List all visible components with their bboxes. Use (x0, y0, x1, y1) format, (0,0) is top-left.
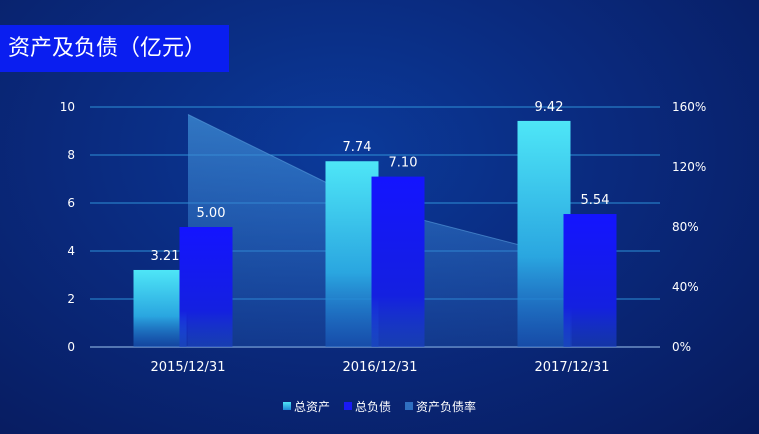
x-tick-label: 2016/12/31 (343, 360, 418, 375)
legend-item-debt-ratio[interactable]: 资产负债率 (405, 398, 476, 415)
bar-total-liabilities (179, 227, 233, 347)
y2-tick-label: 40% (672, 280, 699, 294)
y-tick-label: 6 (67, 196, 75, 210)
legend-swatch-debt-ratio (405, 402, 413, 410)
legend-item-total-liabilities[interactable]: 总负债 (343, 398, 391, 415)
legend-item-total-assets[interactable]: 总资产 (282, 398, 330, 415)
y-tick-label: 8 (67, 148, 75, 162)
legend-label-total-assets: 总资产 (293, 399, 330, 414)
x-tick-label: 2017/12/31 (535, 360, 610, 375)
data-label-total-liabilities: 5.00 (197, 206, 226, 221)
y2-tick-label: 160% (672, 100, 706, 114)
legend-label-debt-ratio: 资产负债率 (416, 399, 477, 414)
x-tick-label: 2015/12/31 (151, 360, 226, 375)
bar-total-liabilities (371, 176, 425, 347)
bar-total-liabilities (563, 214, 617, 347)
data-label-total-liabilities: 7.10 (389, 156, 418, 171)
chart-legend: 总资产 总负债 资产负债率 (0, 396, 759, 416)
y-tick-label: 10 (60, 100, 75, 114)
bar-total-assets (133, 269, 187, 347)
y2-tick-label: 80% (672, 220, 699, 234)
chart-title: 资产及负债（亿元） (0, 25, 229, 72)
bar-total-assets (517, 120, 571, 347)
data-label-total-assets: 9.42 (535, 100, 564, 115)
legend-label-total-liabilities: 总负债 (354, 399, 391, 414)
data-label-total-assets: 7.74 (343, 140, 372, 155)
y-tick-label: 0 (67, 340, 75, 354)
data-label-total-liabilities: 5.54 (581, 193, 610, 208)
data-label-total-assets: 3.21 (151, 249, 180, 264)
legend-swatch-total-liabilities (343, 402, 352, 410)
y-tick-label: 2 (67, 292, 75, 306)
legend-swatch-total-assets (282, 402, 291, 410)
y2-tick-label: 0% (672, 340, 691, 354)
bar-total-assets (325, 161, 379, 347)
y2-tick-label: 120% (672, 160, 706, 174)
y-tick-label: 4 (67, 244, 75, 258)
